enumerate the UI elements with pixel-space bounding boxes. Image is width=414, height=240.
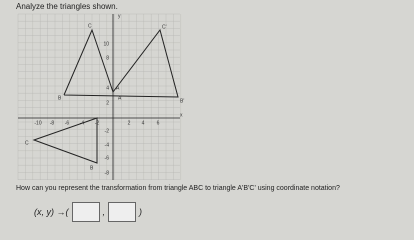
x-tick-label: 6	[157, 120, 160, 126]
x-tick-label: -10	[34, 120, 41, 126]
x-tick-label: -8	[50, 120, 55, 126]
y-axis-label: y	[118, 13, 121, 19]
answer-box-x[interactable]	[71, 202, 100, 222]
answer-row: (x, y) →( , )	[34, 202, 142, 222]
y-tick-label: 10	[103, 41, 109, 47]
y-tick-label: 2	[106, 100, 109, 106]
x-axis-label: x	[180, 112, 183, 118]
y-tick-label: 8	[106, 55, 109, 61]
y-tick-label: -2	[105, 128, 110, 134]
point-label: A'	[118, 95, 122, 101]
point-label: C	[25, 140, 29, 146]
y-tick-label: -4	[105, 142, 110, 148]
triangle-lower	[32, 117, 98, 164]
question: How can you represent the transformation…	[16, 185, 340, 192]
triangles-upper	[63, 28, 179, 98]
y-tick-label: -8	[105, 170, 110, 176]
y-tick-label: -6	[105, 155, 110, 161]
point-label: B	[90, 165, 94, 171]
x-tick-label: -6	[65, 120, 70, 126]
x-tick-label: -4	[80, 120, 85, 126]
grid	[17, 13, 182, 180]
answer-suffix: )	[139, 207, 143, 217]
title: Analyze the triangles shown.	[16, 2, 118, 11]
y-tick-label: 4	[106, 85, 109, 91]
answer-separator: ,	[102, 207, 106, 217]
point-label: B	[58, 95, 62, 101]
answer-box-y[interactable]	[108, 202, 137, 222]
point-label: C	[88, 23, 92, 29]
point-label: B'	[180, 98, 184, 104]
x-tick-label: -2	[95, 120, 100, 126]
x-tick-label: 2	[128, 120, 131, 126]
point-label: C'	[162, 24, 167, 30]
point-label: A	[116, 85, 120, 91]
x-tick-label: 4	[142, 120, 145, 126]
answer-prefix: (x, y) →(	[34, 207, 69, 217]
